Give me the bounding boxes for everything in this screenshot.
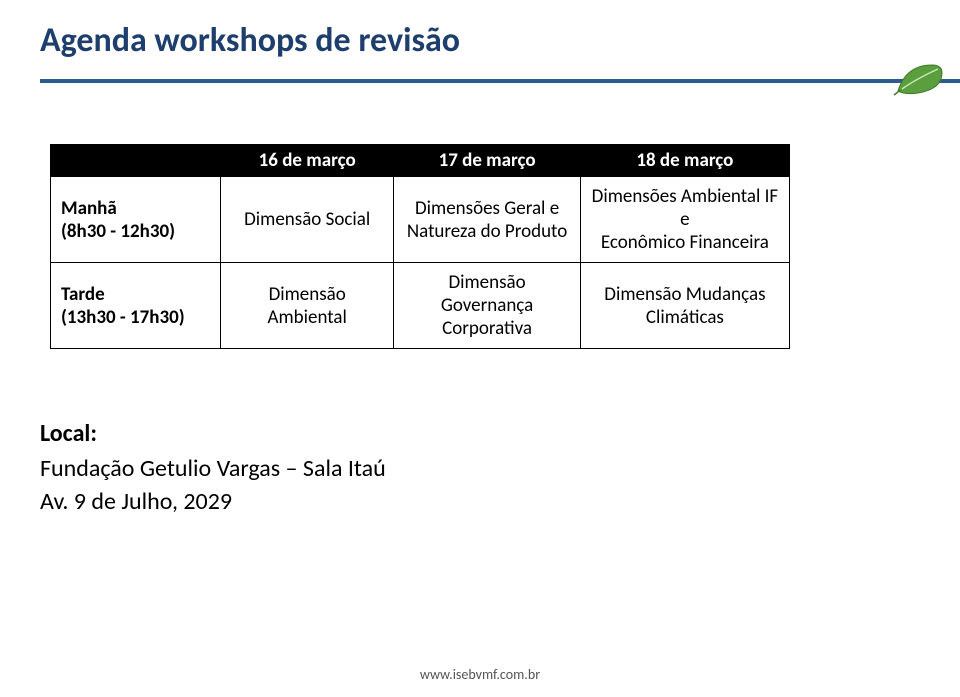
table-row: Manhã(8h30 - 12h30) Dimensão Social Dime… bbox=[51, 177, 790, 263]
cell-1-1: Dimensão GovernançaCorporativa bbox=[394, 263, 580, 349]
table-row: Tarde(13h30 - 17h30) Dimensão Ambiental … bbox=[51, 263, 790, 349]
cell-0-0: Dimensão Social bbox=[221, 177, 394, 263]
schedule-table: 16 de março 17 de março 18 de março Manh… bbox=[50, 144, 790, 349]
location-label: Local: bbox=[40, 419, 920, 448]
header-rule-container bbox=[40, 69, 920, 109]
row-header-0: Manhã(8h30 - 12h30) bbox=[51, 177, 221, 263]
table-header-blank bbox=[51, 145, 221, 177]
location-line1: Fundação Getulio Vargas – Sala Itaú bbox=[40, 454, 920, 483]
table-header-row: 16 de março 17 de março 18 de março bbox=[51, 145, 790, 177]
cell-1-0: Dimensão Ambiental bbox=[221, 263, 394, 349]
table-col-1: 17 de março bbox=[394, 145, 580, 177]
footer-url: www.isebvmf.com.br bbox=[0, 666, 960, 683]
location-line2: Av. 9 de Julho, 2029 bbox=[40, 487, 920, 516]
table-col-2: 18 de março bbox=[580, 145, 789, 177]
cell-0-2: Dimensões Ambiental IF eEconômico Financ… bbox=[580, 177, 789, 263]
page-title: Agenda workshops de revisão bbox=[40, 20, 920, 61]
cell-1-2: Dimensão MudançasClimáticas bbox=[580, 263, 789, 349]
slide: Agenda workshops de revisão 16 de março … bbox=[0, 0, 960, 697]
row-header-1: Tarde(13h30 - 17h30) bbox=[51, 263, 221, 349]
leaf-icon bbox=[892, 59, 948, 104]
schedule-table-container: 16 de março 17 de março 18 de março Manh… bbox=[40, 144, 920, 349]
cell-0-1: Dimensões Geral eNatureza do Produto bbox=[394, 177, 580, 263]
table-col-0: 16 de março bbox=[221, 145, 394, 177]
location-block: Local: Fundação Getulio Vargas – Sala It… bbox=[40, 419, 920, 516]
header-rule bbox=[40, 79, 960, 83]
